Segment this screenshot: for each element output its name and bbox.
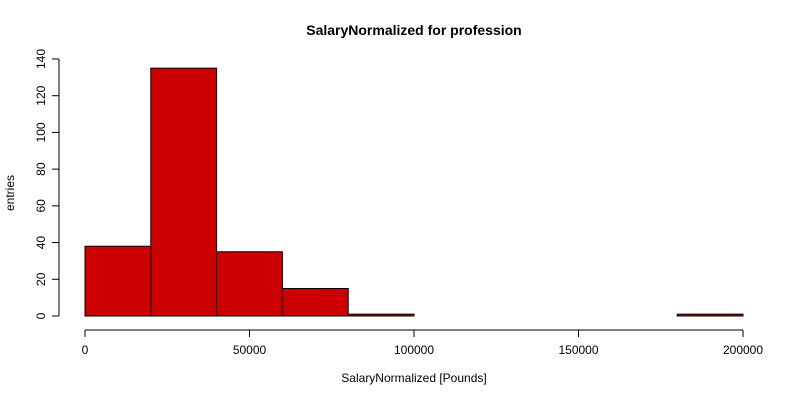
x-tick-label: 200000 xyxy=(723,343,763,357)
y-tick-label: 100 xyxy=(34,122,48,142)
y-axis-label: entries xyxy=(3,175,17,211)
histogram-bar xyxy=(216,251,283,317)
x-tick-label: 0 xyxy=(82,343,89,357)
bars-group xyxy=(84,67,744,317)
y-axis: 0 20 40 60 80 100 120 140 xyxy=(34,49,60,319)
histogram-bar xyxy=(347,313,415,317)
y-tick-label: 40 xyxy=(34,236,48,250)
x-tick-label: 100000 xyxy=(394,343,434,357)
x-tick-label: 50000 xyxy=(233,343,267,357)
chart-title: SalaryNormalized for profession xyxy=(306,22,522,38)
y-tick-label: 140 xyxy=(34,49,48,69)
x-axis-label: SalaryNormalized [Pounds] xyxy=(341,371,486,385)
y-tick-label: 20 xyxy=(34,272,48,286)
histogram-bar xyxy=(84,245,152,317)
y-tick-label: 60 xyxy=(34,199,48,213)
x-axis: 0 50000 100000 150000 200000 xyxy=(82,329,763,357)
histogram-bar xyxy=(150,67,218,317)
x-tick-label: 150000 xyxy=(558,343,598,357)
histogram-bar xyxy=(676,313,744,317)
histogram-bar xyxy=(281,287,349,317)
y-tick-label: 120 xyxy=(34,85,48,105)
y-tick-label: 0 xyxy=(34,312,48,319)
y-tick-label: 80 xyxy=(34,162,48,176)
